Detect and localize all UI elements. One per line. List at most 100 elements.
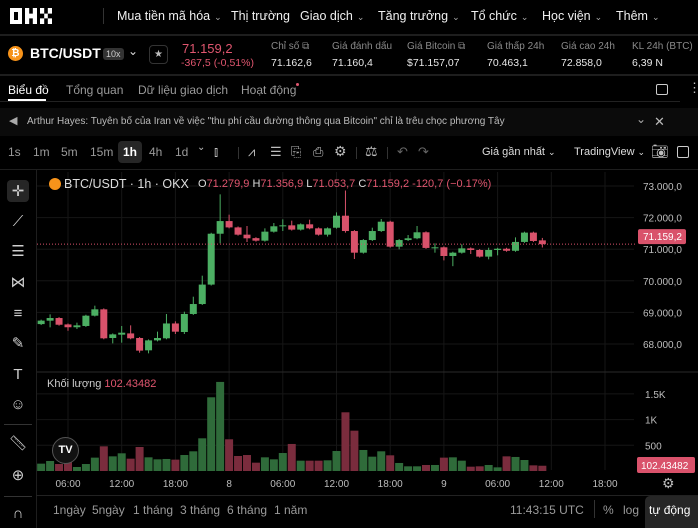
trend-line-icon[interactable]: ⟋ <box>12 212 24 230</box>
percent-toggle[interactable]: % <box>603 503 614 517</box>
candle-body <box>413 232 421 239</box>
indicators-icon[interactable]: ⩘ <box>248 144 256 159</box>
range-1d[interactable]: 1ngày <box>53 503 86 517</box>
nav-item-institutions[interactable]: Tổ chức ⌄ <box>471 9 528 23</box>
volume-bar <box>99 446 108 471</box>
horizontal-lines-icon[interactable]: ☰ <box>11 243 25 260</box>
fib-icon[interactable]: ≡ <box>13 304 23 322</box>
chevron-down-icon[interactable]: ⌄ <box>636 112 647 126</box>
price-change: -367,5 (-0,51%) <box>181 57 254 69</box>
redo-icon[interactable]: ↷ <box>418 144 429 159</box>
camera-icon[interactable]: 📷︎ <box>651 143 669 159</box>
zoom-in-icon[interactable]: ⊕ <box>11 467 25 484</box>
auto-scale-toggle[interactable]: tự động <box>649 503 691 517</box>
volume-bar <box>430 464 439 471</box>
chevron-down-icon[interactable]: ⌄ <box>128 44 139 58</box>
timeframe-15m[interactable]: 15m <box>90 145 114 159</box>
ruler-icon[interactable]: 📏︎ <box>8 435 28 452</box>
volume-bar <box>422 464 430 471</box>
candle-body <box>118 332 126 335</box>
emoji-icon[interactable]: ☺ <box>10 395 26 413</box>
pattern-icon[interactable]: ⋈ <box>10 274 26 291</box>
active-tab-underline <box>8 99 46 101</box>
volume-bar <box>413 466 422 471</box>
tab-activity[interactable]: Hoạt động <box>241 83 297 97</box>
okx-logo[interactable] <box>10 8 52 24</box>
volume-bar <box>260 457 269 471</box>
nav-item-buy-crypto[interactable]: Mua tiền mã hóa ⌄ <box>117 9 222 23</box>
nav-divider <box>103 8 104 24</box>
volume-bar <box>46 460 55 471</box>
volume-bar <box>332 451 341 471</box>
nav-item-more[interactable]: Thêm ⌄ <box>616 9 660 23</box>
more-vertical-icon[interactable]: ⋮ <box>688 80 698 95</box>
range-3m[interactable]: 3 tháng <box>180 503 221 517</box>
nav-label: Thêm <box>616 9 648 23</box>
price-type-select[interactable]: Giá gần nhất ⌄ <box>482 146 556 158</box>
range-1m[interactable]: 1 tháng <box>133 503 174 517</box>
tab-trading-data[interactable]: Dữ liệu giao dịch <box>138 83 229 97</box>
candle-body <box>225 221 233 228</box>
brush-icon[interactable]: ✎ <box>11 335 25 352</box>
candle-type-icon[interactable]: ⫾ <box>214 144 219 159</box>
close-icon[interactable]: ✕ <box>654 114 665 129</box>
timeframe-1s[interactable]: 1s <box>8 145 21 159</box>
alert-icon[interactable]: ⎙ <box>313 144 324 159</box>
timeframe-1m[interactable]: 1m <box>33 145 50 159</box>
timeframe-1h[interactable]: 1h <box>123 145 138 159</box>
candle-body <box>297 224 305 230</box>
news-banner[interactable] <box>0 108 698 136</box>
volume-bar <box>529 465 538 471</box>
volume-bar <box>72 466 81 471</box>
stat-bitcoin-label[interactable]: Giá Bitcoin ⧉ <box>407 41 466 52</box>
range-1y[interactable]: 1 năm <box>274 503 308 517</box>
undo-icon[interactable]: ↶ <box>397 144 408 159</box>
chart-type-select[interactable]: TradingView ⌄ <box>574 146 646 158</box>
crosshair-icon[interactable]: ✛ <box>7 180 29 202</box>
log-toggle[interactable]: log <box>623 503 640 517</box>
tab-overview[interactable]: Tổng quan <box>66 83 124 97</box>
gear-icon[interactable]: ⚙ <box>334 143 347 159</box>
fullscreen-icon[interactable] <box>677 146 689 158</box>
settings-icon[interactable]: ⚙ <box>662 475 675 491</box>
nav-item-grow[interactable]: Tăng trưởng ⌄ <box>378 9 460 23</box>
stat-index-label[interactable]: Chỉ số ⧉ <box>271 41 310 52</box>
volume-bar <box>502 456 511 471</box>
volume-legend: Khối lượng 102.43482 <box>47 378 157 390</box>
candle-body <box>100 309 108 339</box>
tab-chart[interactable]: Biểu đồ <box>8 83 49 97</box>
magnet-icon[interactable]: ∩ <box>12 504 24 522</box>
volume-bar <box>225 439 234 471</box>
tradingview-logo[interactable]: TV <box>52 437 79 464</box>
candle-body <box>270 226 278 232</box>
volume-bar <box>341 412 350 471</box>
range-5d[interactable]: 5ngày <box>92 503 125 517</box>
range-6m[interactable]: 6 tháng <box>227 503 268 517</box>
clock: 11:43:15 UTC <box>510 503 584 517</box>
time-tick-label: 18:00 <box>378 479 403 490</box>
pair-selector[interactable]: BTC/USDT <box>30 45 101 61</box>
timeframe-4h[interactable]: 4h <box>149 145 163 159</box>
news-text[interactable]: Arthur Hayes: Tuyên bố của Iran về việc … <box>27 116 505 127</box>
nav-item-markets[interactable]: Thị trường <box>231 9 290 23</box>
last-volume-tag <box>637 457 695 473</box>
volume-bar <box>386 455 395 471</box>
nav-item-trade[interactable]: Giao dịch ⌄ <box>300 9 364 23</box>
window-icon[interactable] <box>656 84 668 95</box>
chevron-down-icon[interactable]: ⌄ <box>197 142 206 153</box>
stat-volume-value: 6,39 N <box>632 57 663 69</box>
timeframe-1d[interactable]: 1d <box>175 145 189 159</box>
last-volume-tag-label: 102.43482 <box>641 461 689 472</box>
nav-item-academy[interactable]: Học viện ⌄ <box>542 9 602 23</box>
candle-body <box>404 238 412 241</box>
stat-low-value: 70.463,1 <box>487 57 528 69</box>
list-icon[interactable]: ☰ <box>270 144 282 159</box>
template-icon[interactable]: ⎘ <box>291 144 302 159</box>
volume-bar <box>511 456 520 471</box>
text-icon[interactable]: T <box>13 365 23 383</box>
candle-body <box>91 309 99 316</box>
timeframe-5m[interactable]: 5m <box>61 145 78 159</box>
scale-icon[interactable]: ⚖ <box>365 143 378 159</box>
favorite-star-button[interactable]: ★ <box>149 45 168 64</box>
